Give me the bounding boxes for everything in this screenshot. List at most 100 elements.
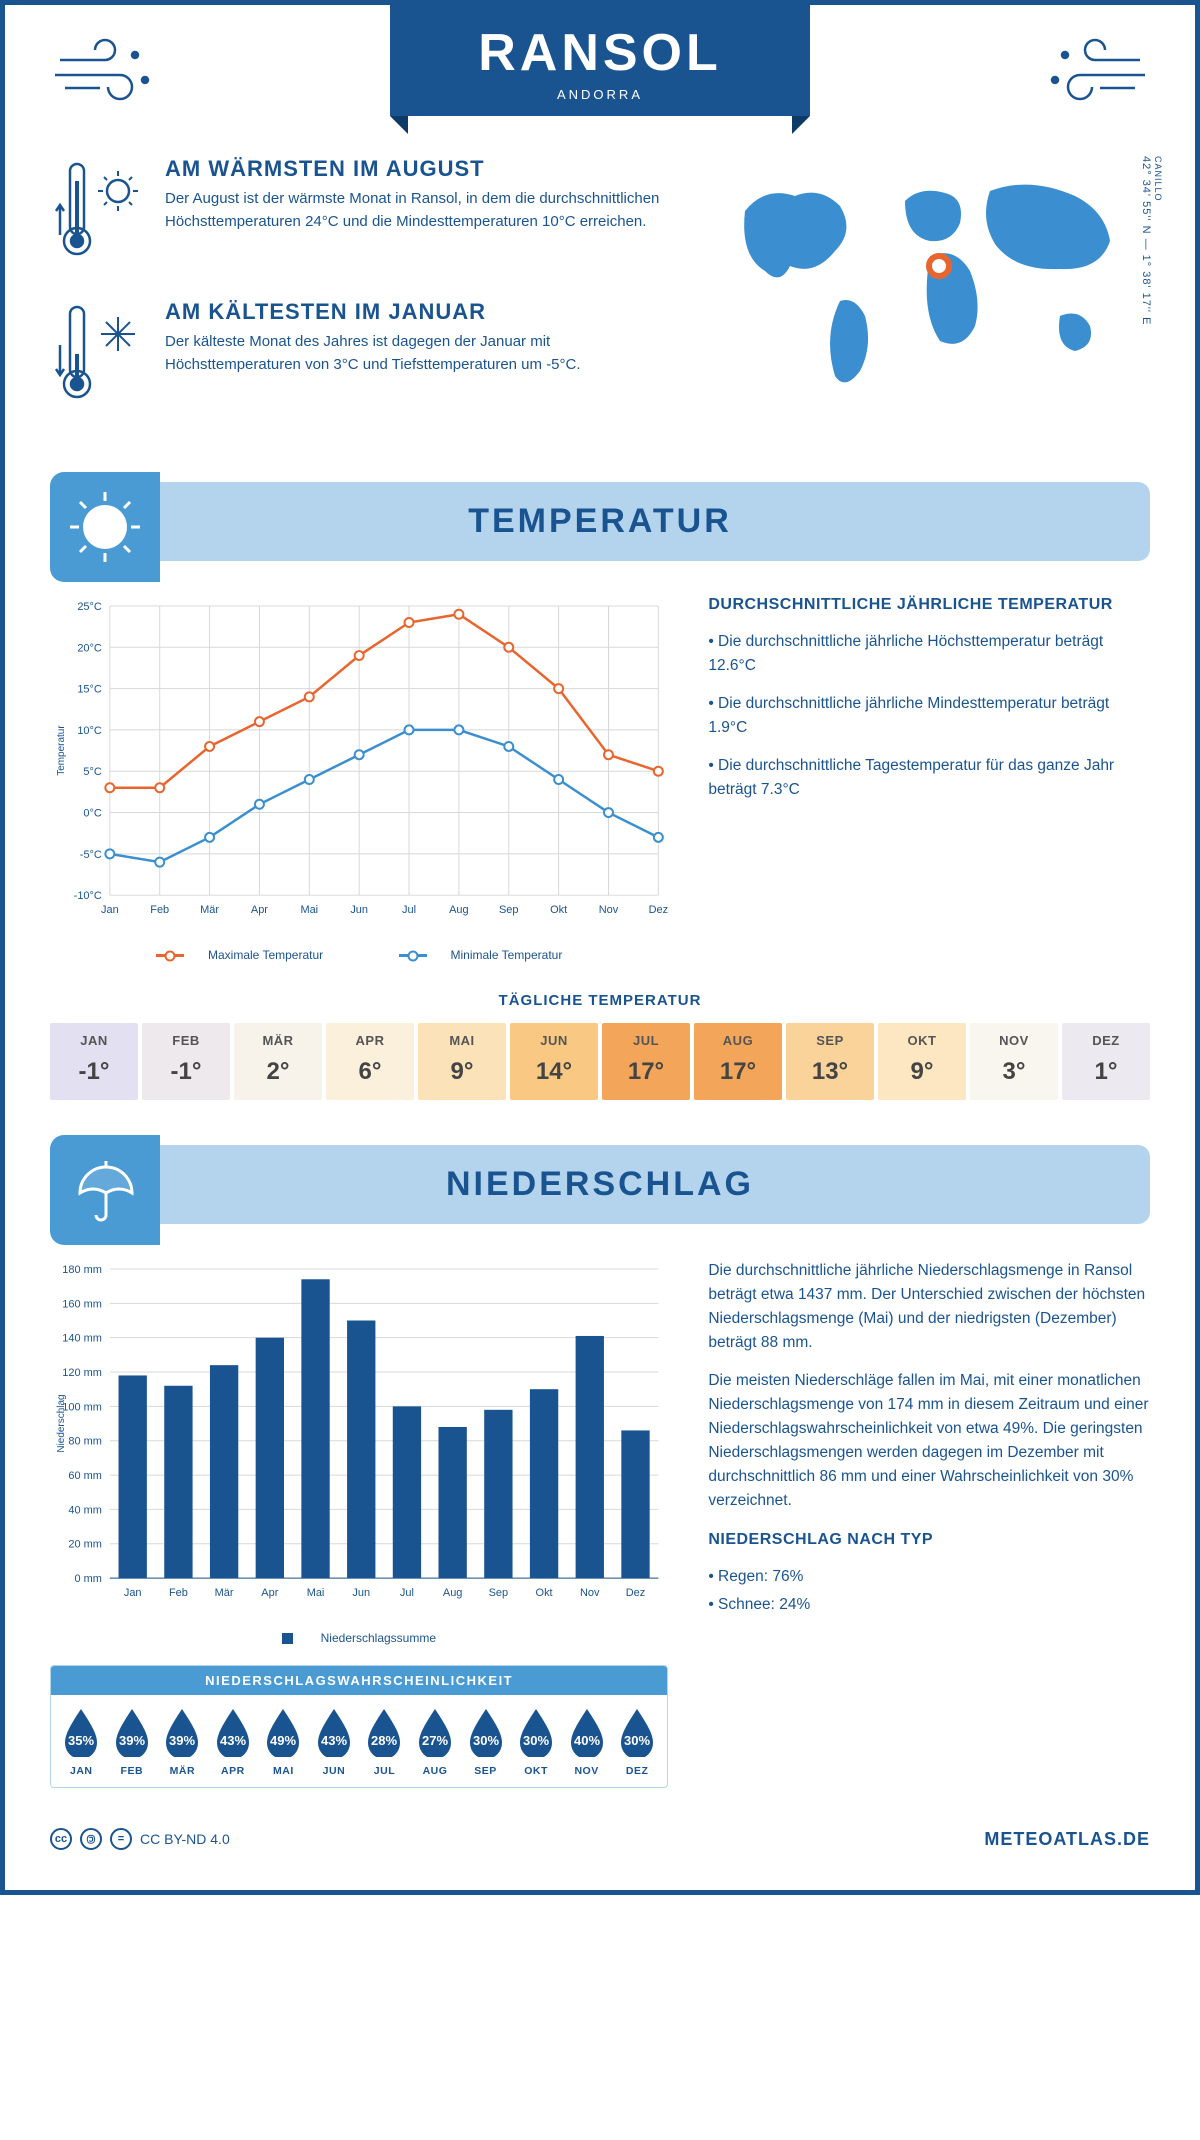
umbrella-icon xyxy=(50,1135,160,1245)
svg-text:Mär: Mär xyxy=(200,904,219,916)
daily-temp-cell: APR6° xyxy=(326,1023,414,1100)
daily-temp-cell: JAN-1° xyxy=(50,1023,138,1100)
svg-text:Temperatur: Temperatur xyxy=(56,725,67,776)
svg-text:Sep: Sep xyxy=(489,1587,509,1599)
cc-icon: cc xyxy=(50,1828,72,1850)
svg-text:120 mm: 120 mm xyxy=(62,1367,102,1379)
chart-legend: Maximale Temperatur Minimale Temperatur xyxy=(50,948,668,962)
svg-text:Dez: Dez xyxy=(626,1587,645,1599)
info-bullet: • Die durchschnittliche Tagestemperatur … xyxy=(708,754,1150,802)
page-title: RANSOL xyxy=(390,23,810,83)
daily-temp-cell: MAI9° xyxy=(418,1023,506,1100)
svg-text:20°C: 20°C xyxy=(77,642,102,654)
fact-title: AM WÄRMSTEN IM AUGUST xyxy=(165,156,690,182)
precip-prob-cell: 43%APR xyxy=(209,1705,258,1777)
svg-text:28%: 28% xyxy=(371,1733,397,1748)
svg-text:160 mm: 160 mm xyxy=(62,1298,102,1310)
daily-temp-cell: SEP13° xyxy=(786,1023,874,1100)
precip-prob-cell: 49%MAI xyxy=(259,1705,308,1777)
thermometer-snow-icon xyxy=(50,299,145,414)
svg-text:Jan: Jan xyxy=(124,1587,142,1599)
license-label: CC BY-ND 4.0 xyxy=(140,1831,230,1847)
svg-text:180 mm: 180 mm xyxy=(62,1264,102,1276)
coords-label: 42° 34' 55'' N — 1° 38' 17'' E xyxy=(1140,156,1152,325)
svg-text:Jul: Jul xyxy=(400,1587,414,1599)
svg-text:Nov: Nov xyxy=(580,1587,600,1599)
precip-prob-cell: 30%DEZ xyxy=(613,1705,662,1777)
svg-text:39%: 39% xyxy=(119,1733,145,1748)
svg-text:10°C: 10°C xyxy=(77,725,102,737)
daily-temp-cell: MÄR2° xyxy=(234,1023,322,1100)
precip-prob-cell: 30%SEP xyxy=(461,1705,510,1777)
svg-text:60 mm: 60 mm xyxy=(68,1470,101,1482)
info-bullet: • Die durchschnittliche jährliche Mindes… xyxy=(708,692,1150,740)
precip-type-snow: • Schnee: 24% xyxy=(708,1593,1150,1617)
svg-text:Jun: Jun xyxy=(352,1587,370,1599)
daily-temp-grid: JAN-1°FEB-1°MÄR2°APR6°MAI9°JUN14°JUL17°A… xyxy=(50,1023,1150,1100)
svg-text:20 mm: 20 mm xyxy=(68,1539,101,1551)
svg-text:40%: 40% xyxy=(574,1733,600,1748)
svg-text:-5°C: -5°C xyxy=(80,849,102,861)
svg-text:100 mm: 100 mm xyxy=(62,1401,102,1413)
precipitation-bar-chart: 0 mm20 mm40 mm60 mm80 mm100 mm120 mm140 … xyxy=(50,1259,668,1618)
precip-type-rain: • Regen: 76% xyxy=(708,1565,1150,1589)
thermometer-sun-icon xyxy=(50,156,145,271)
svg-text:Feb: Feb xyxy=(169,1587,188,1599)
svg-text:Sep: Sep xyxy=(499,904,519,916)
svg-text:39%: 39% xyxy=(169,1733,195,1748)
precip-prob-cell: 27%AUG xyxy=(411,1705,460,1777)
fact-text: Der August ist der wärmste Monat in Rans… xyxy=(165,188,690,233)
wind-icon xyxy=(50,30,170,115)
region-label: CANILLO xyxy=(1153,156,1163,202)
nd-icon: = xyxy=(110,1828,132,1850)
precip-prob-cell: 43%JUN xyxy=(310,1705,359,1777)
fact-warmest: AM WÄRMSTEN IM AUGUST Der August ist der… xyxy=(50,156,690,271)
svg-text:40 mm: 40 mm xyxy=(68,1504,101,1516)
sun-icon xyxy=(50,472,160,582)
svg-text:5°C: 5°C xyxy=(83,766,101,778)
svg-text:Aug: Aug xyxy=(443,1587,463,1599)
precip-text: Die durchschnittliche jährliche Niedersc… xyxy=(708,1259,1150,1355)
daily-temp-cell: FEB-1° xyxy=(142,1023,230,1100)
svg-text:Mai: Mai xyxy=(300,904,318,916)
daily-temp-cell: DEZ1° xyxy=(1062,1023,1150,1100)
precip-prob-cell: 40%NOV xyxy=(562,1705,611,1777)
svg-text:Mär: Mär xyxy=(215,1587,234,1599)
svg-text:30%: 30% xyxy=(624,1733,650,1748)
world-map: CANILLO 42° 34' 55'' N — 1° 38' 17'' E xyxy=(730,156,1150,442)
section-header-temperature: TEMPERATUR xyxy=(50,482,1150,561)
svg-text:Okt: Okt xyxy=(536,1587,553,1599)
svg-text:0°C: 0°C xyxy=(83,808,101,820)
temperature-line-chart: -10°C-5°C0°C5°C10°C15°C20°C25°CJanFebMär… xyxy=(50,596,668,935)
svg-text:49%: 49% xyxy=(270,1733,296,1748)
svg-text:Apr: Apr xyxy=(261,1587,278,1599)
section-header-precip: NIEDERSCHLAG xyxy=(50,1145,1150,1224)
svg-text:Niederschlag: Niederschlag xyxy=(56,1395,67,1453)
svg-text:Mai: Mai xyxy=(307,1587,325,1599)
daily-temp-cell: OKT9° xyxy=(878,1023,966,1100)
brand-label: METEOATLAS.DE xyxy=(984,1829,1150,1850)
svg-text:Nov: Nov xyxy=(599,904,619,916)
info-bullet: • Die durchschnittliche jährliche Höchst… xyxy=(708,630,1150,678)
daily-temp-title: TÄGLICHE TEMPERATUR xyxy=(50,992,1150,1009)
precip-prob-cell: 28%JUL xyxy=(360,1705,409,1777)
svg-text:140 mm: 140 mm xyxy=(62,1333,102,1345)
precip-type-title: NIEDERSCHLAG NACH TYP xyxy=(708,1531,1150,1549)
daily-temp-cell: AUG17° xyxy=(694,1023,782,1100)
svg-text:15°C: 15°C xyxy=(77,684,102,696)
fact-coldest: AM KÄLTESTEN IM JANUAR Der kälteste Mona… xyxy=(50,299,690,414)
daily-temp-cell: NOV3° xyxy=(970,1023,1058,1100)
svg-text:Dez: Dez xyxy=(649,904,669,916)
svg-text:Jul: Jul xyxy=(402,904,416,916)
svg-text:43%: 43% xyxy=(321,1733,347,1748)
svg-text:30%: 30% xyxy=(523,1733,549,1748)
precip-prob-cell: 39%FEB xyxy=(108,1705,157,1777)
svg-text:30%: 30% xyxy=(473,1733,499,1748)
svg-text:35%: 35% xyxy=(68,1733,94,1748)
footer: cc 🄯 = CC BY-ND 4.0 METEOATLAS.DE xyxy=(50,1828,1150,1850)
precip-prob-cell: 35%JAN xyxy=(57,1705,106,1777)
info-heading: DURCHSCHNITTLICHE JÄHRLICHE TEMPERATUR xyxy=(708,596,1150,614)
chart-legend: Niederschlagssumme xyxy=(50,1631,668,1645)
svg-text:27%: 27% xyxy=(422,1733,448,1748)
precip-probability-box: NIEDERSCHLAGSWAHRSCHEINLICHKEIT 35%JAN39… xyxy=(50,1665,668,1788)
